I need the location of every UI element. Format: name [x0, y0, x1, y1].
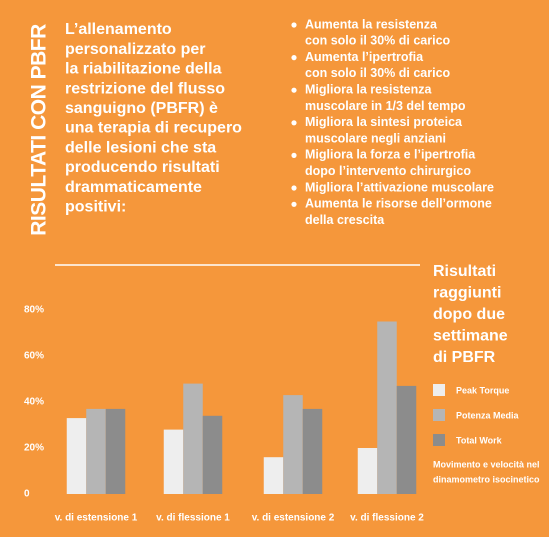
legend-title: raggiunti	[433, 285, 501, 302]
bullet-line: dopo l’intervento chirurgico	[305, 164, 471, 178]
y-tick-label: 40%	[24, 397, 44, 408]
bullet-line: Aumenta l’ipertrofia	[305, 50, 424, 64]
legend-title: dopo due	[433, 306, 505, 323]
bullet-dot	[291, 55, 297, 61]
side-title: RISULTATI CON PBFR	[28, 24, 51, 236]
legend-title: Risultati	[433, 263, 496, 280]
legend-title: settimane	[433, 328, 508, 345]
bar	[283, 395, 303, 494]
bullet-dot	[291, 201, 297, 207]
bar	[396, 385, 417, 494]
bullet-line: muscolare negli anziani	[305, 131, 446, 145]
intro-line: delle lesioni che sta	[65, 139, 216, 156]
bullet-line: con solo il 30% di carico	[305, 34, 451, 48]
bar	[183, 383, 203, 494]
x-tick-label: v. di flessione 2	[350, 513, 424, 524]
x-tick-label: v. di estensione 1	[55, 513, 138, 524]
legend-label: Peak Torque	[456, 385, 509, 395]
bullet-line: Migliora la forza e l’ipertrofia	[305, 148, 476, 162]
bullet-line: con solo il 30% di carico	[305, 66, 451, 80]
bar	[263, 457, 284, 494]
intro-line: L’allenamento	[65, 21, 172, 38]
bar	[105, 408, 126, 494]
intro-line: sanguigno (PBFR) è	[65, 100, 218, 117]
x-tick-label: v. di flessione 1	[156, 513, 230, 524]
legend-swatch	[433, 409, 445, 421]
bar	[357, 448, 378, 494]
note: Movimento e velocità nel	[433, 459, 540, 469]
bullet-dot	[291, 120, 297, 126]
intro-line: producendo risultati	[65, 159, 220, 176]
bar	[163, 429, 184, 494]
bar	[202, 415, 223, 494]
bar	[302, 408, 323, 494]
bullet-line: Aumenta le risorse dell’ormone	[305, 197, 492, 211]
bullet-dot	[291, 152, 297, 158]
bullet-line: Migliora l’attivazione muscolare	[305, 180, 494, 194]
intro-line: drammaticamente	[65, 179, 202, 196]
y-tick-label: 20%	[24, 443, 44, 454]
intro-line: positivi:	[65, 199, 126, 216]
legend-title: di PBFR	[433, 349, 496, 366]
bullet-line: muscolare in 1/3 del tempo	[305, 99, 466, 113]
legend-label: Total Work	[456, 435, 503, 445]
legend-swatch	[433, 434, 445, 446]
bullet-line: Migliora la resistenza	[305, 82, 432, 96]
bullet-line: Aumenta la resistenza	[305, 17, 438, 31]
legend-swatch	[433, 384, 445, 396]
bar	[377, 321, 397, 494]
bullet-dot	[291, 22, 297, 28]
bullet-dot	[291, 87, 297, 93]
bar	[86, 408, 106, 494]
bullet-line: della crescita	[305, 213, 385, 227]
y-tick-label: 60%	[24, 351, 44, 362]
bullet-dot	[291, 185, 297, 191]
bar	[66, 418, 87, 494]
y-tick-label: 80%	[24, 305, 44, 316]
bullet-line: Migliora la sintesi proteica	[305, 115, 463, 129]
intro-line: una terapia di recupero	[65, 120, 242, 137]
note: dinamometro isocinetico	[433, 474, 540, 484]
intro-line: restrizione del flusso	[65, 80, 225, 97]
intro-line: la riabilitazione della	[65, 61, 222, 78]
y-tick-label: 0	[24, 489, 30, 500]
legend-label: Potenza Media	[456, 410, 520, 420]
x-tick-label: v. di estensione 2	[252, 513, 335, 524]
intro-line: personalizzato per	[65, 41, 205, 58]
